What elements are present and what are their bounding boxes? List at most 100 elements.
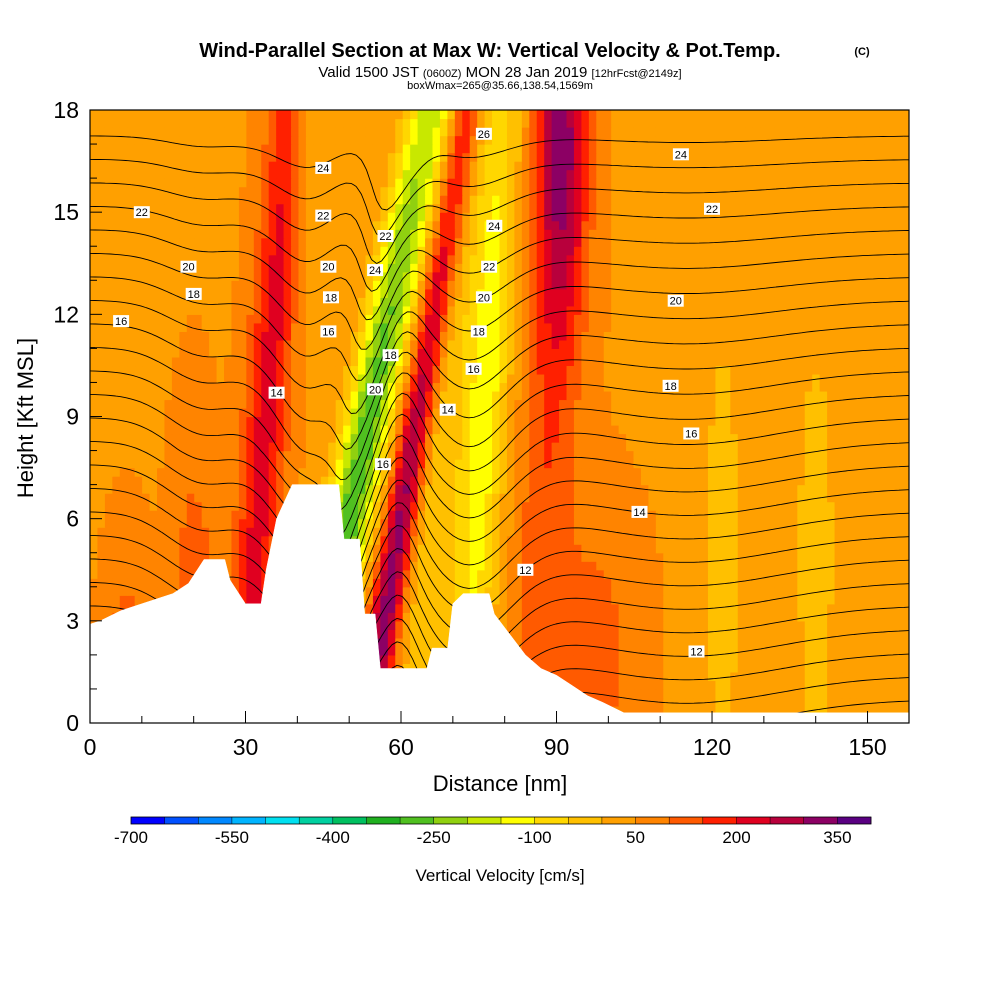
velocity-cell <box>626 552 635 562</box>
velocity-cell <box>700 348 709 358</box>
velocity-cell <box>648 339 657 349</box>
velocity-cell <box>707 416 717 426</box>
velocity-cell <box>544 484 553 494</box>
velocity-cell <box>737 510 746 520</box>
velocity-cell <box>879 637 888 647</box>
velocity-cell <box>216 484 225 494</box>
velocity-cell <box>730 620 739 630</box>
velocity-cell <box>142 544 151 554</box>
velocity-cell <box>350 493 359 503</box>
velocity-cell <box>774 390 784 401</box>
velocity-cell <box>536 603 545 613</box>
velocity-cell <box>901 595 909 605</box>
velocity-cell <box>841 467 851 477</box>
velocity-cell <box>559 407 568 418</box>
velocity-cell <box>864 544 873 554</box>
velocity-cell <box>648 382 657 392</box>
velocity-cell <box>618 365 627 375</box>
velocity-cell <box>164 459 173 469</box>
velocity-cell <box>655 535 664 545</box>
velocity-cell <box>760 646 769 656</box>
velocity-cell <box>380 416 389 426</box>
velocity-cell <box>395 433 404 443</box>
velocity-cell <box>372 544 381 554</box>
velocity-cell <box>261 442 270 452</box>
velocity-cell <box>529 510 538 520</box>
velocity-cell <box>171 493 180 503</box>
velocity-cell <box>253 518 262 528</box>
velocity-cell <box>760 501 769 511</box>
velocity-cell <box>886 467 895 477</box>
velocity-cell <box>119 467 128 477</box>
velocity-cell <box>693 544 702 554</box>
velocity-cell <box>752 416 761 426</box>
velocity-cell <box>514 467 523 477</box>
velocity-cell <box>119 450 128 460</box>
velocity-cell <box>722 365 731 375</box>
velocity-cell <box>112 416 121 426</box>
velocity-cell <box>856 433 865 443</box>
velocity-cell <box>447 365 456 375</box>
velocity-cell <box>521 578 530 588</box>
velocity-cell <box>402 476 411 486</box>
velocity-cell <box>276 476 285 486</box>
velocity-cell <box>90 510 99 520</box>
velocity-cell <box>395 552 404 562</box>
velocity-cell <box>417 569 426 579</box>
velocity-cell <box>261 399 270 409</box>
velocity-cell <box>529 339 538 349</box>
velocity-cell <box>127 493 136 503</box>
velocity-cell <box>588 612 597 622</box>
velocity-cell <box>573 459 582 469</box>
velocity-cell <box>611 348 620 358</box>
velocity-cell <box>685 535 694 545</box>
velocity-cell <box>648 510 657 520</box>
velocity-cell <box>789 459 798 469</box>
velocity-cell <box>901 442 909 452</box>
velocity-cell <box>179 433 188 443</box>
velocity-cell <box>752 578 761 588</box>
velocity-cell <box>246 356 255 367</box>
velocity-cell <box>291 390 300 401</box>
velocity-cell <box>112 442 121 452</box>
velocity-cell <box>879 578 888 588</box>
velocity-cell <box>722 399 731 409</box>
velocity-cell <box>752 561 761 571</box>
velocity-cell <box>603 476 612 486</box>
velocity-cell <box>551 433 560 443</box>
velocity-cell <box>871 595 880 605</box>
velocity-cell <box>745 373 754 384</box>
velocity-cell <box>894 569 903 579</box>
velocity-cell <box>201 433 210 443</box>
velocity-cell <box>693 407 702 418</box>
velocity-cell <box>439 484 448 494</box>
velocity-cell <box>149 484 158 494</box>
velocity-cell <box>812 671 821 682</box>
velocity-cell <box>298 433 307 443</box>
velocity-cell <box>224 399 233 409</box>
velocity-cell <box>536 373 545 384</box>
velocity-cell <box>894 493 903 503</box>
velocity-cell <box>752 697 761 707</box>
velocity-cell <box>387 518 396 528</box>
velocity-cell <box>142 578 151 588</box>
velocity-cell <box>305 373 314 384</box>
velocity-cell <box>603 510 612 520</box>
velocity-cell <box>730 705 739 716</box>
velocity-cell <box>536 518 545 528</box>
velocity-cell <box>432 595 441 605</box>
velocity-cell <box>97 493 106 503</box>
velocity-cell <box>849 663 858 673</box>
velocity-cell <box>119 459 128 469</box>
velocity-cell <box>469 561 478 571</box>
velocity-cell <box>551 373 560 384</box>
velocity-cell <box>164 527 173 537</box>
velocity-cell <box>693 527 702 537</box>
velocity-cell <box>551 442 560 452</box>
velocity-cell <box>737 646 746 656</box>
velocity-cell <box>849 697 858 707</box>
velocity-cell <box>871 450 880 460</box>
velocity-cell <box>745 663 754 673</box>
velocity-cell <box>551 612 560 622</box>
velocity-cell <box>529 527 538 537</box>
